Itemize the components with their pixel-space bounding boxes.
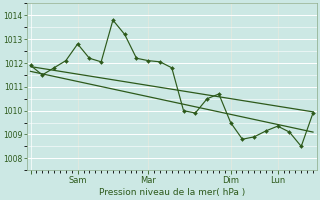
X-axis label: Pression niveau de la mer( hPa ): Pression niveau de la mer( hPa )	[99, 188, 245, 197]
